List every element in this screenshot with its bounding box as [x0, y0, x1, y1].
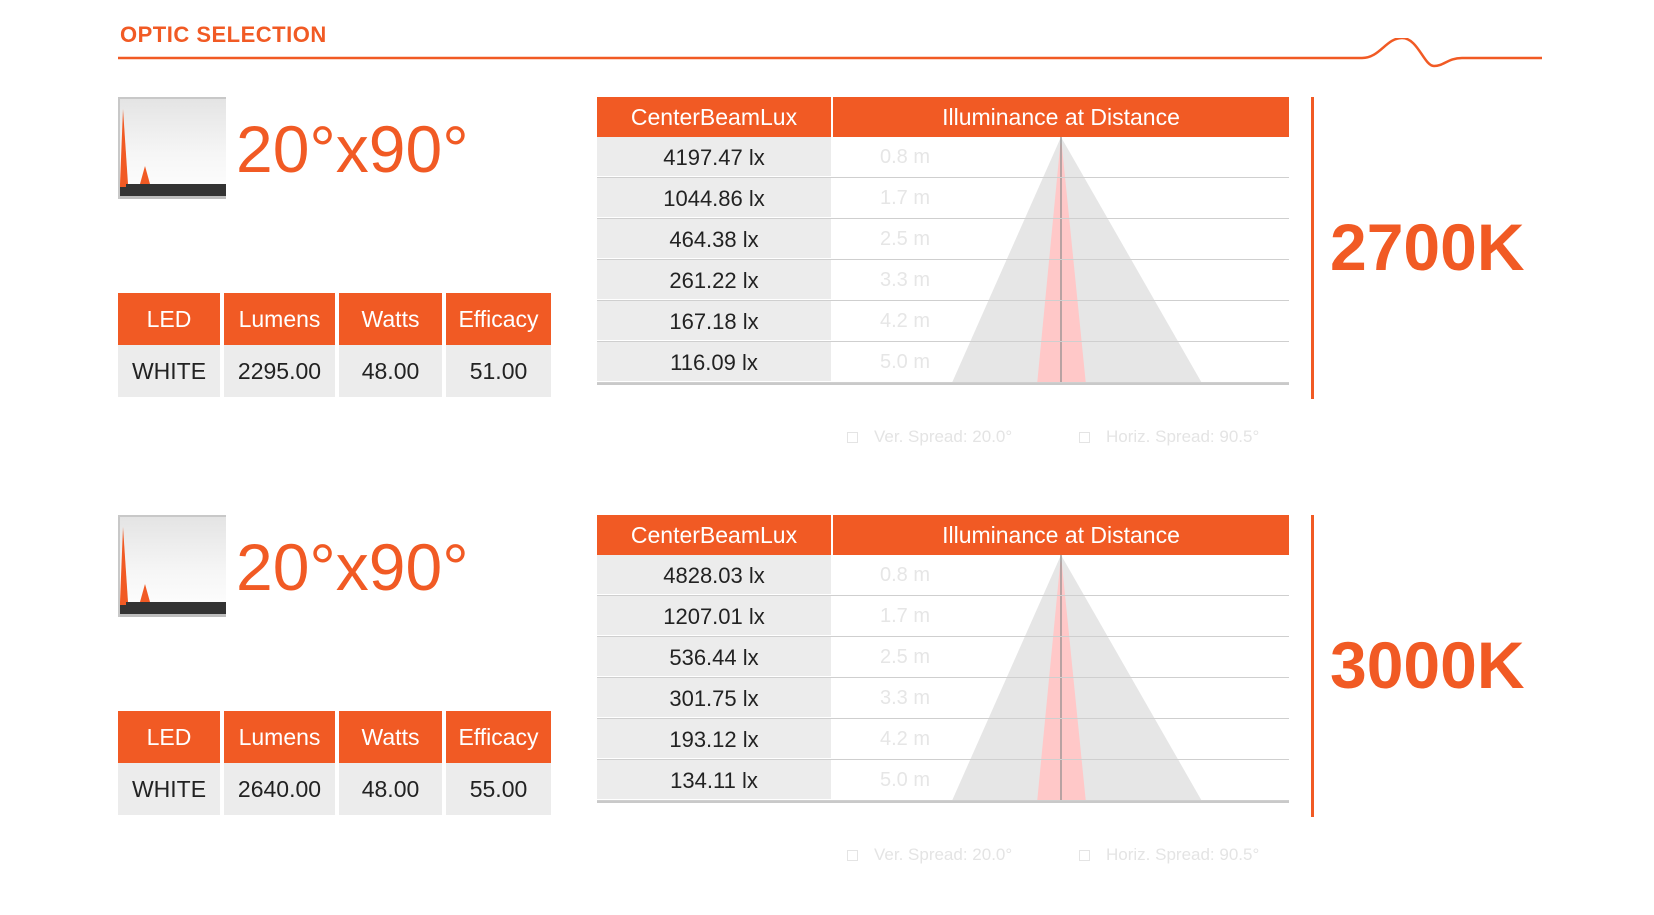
beam-cone-diagram [951, 137, 1203, 385]
spec-header-watts: Watts [339, 293, 442, 345]
center-beam-lux-value: 1207.01 lx [597, 596, 831, 637]
center-beam-lux-header: CenterBeamLux [597, 515, 831, 555]
spec-value-led: WHITE [118, 763, 220, 815]
center-beam-lux-value: 464.38 lx [597, 219, 831, 260]
center-beam-lux-value: 1044.86 lx [597, 178, 831, 219]
legend-vertical-spread: Ver. Spread: 20.0° [847, 845, 1012, 865]
table-bottom-border [597, 383, 1289, 385]
center-beam-lux-value: 261.22 lx [597, 260, 831, 301]
spec-table: LED Lumens Watts Efficacy WHITE 2640.00 … [114, 711, 555, 815]
center-beam-lux-value: 301.75 lx [597, 678, 831, 719]
beam-cone-diagram [951, 555, 1203, 803]
header-divider [118, 38, 1542, 68]
page-title: OPTIC SELECTION [120, 22, 327, 47]
center-beam-lux-value: 4197.47 lx [597, 137, 831, 178]
spec-header-lumens: Lumens [224, 293, 335, 345]
spec-value-lumens: 2295.00 [224, 345, 335, 397]
legend-horizontal-label: Horiz. Spread: 90.5° [1106, 427, 1260, 446]
spec-table: LED Lumens Watts Efficacy WHITE 2295.00 … [114, 293, 555, 397]
row-divider [597, 382, 1289, 383]
spec-value-watts: 48.00 [339, 763, 442, 815]
legend-horizontal-label: Horiz. Spread: 90.5° [1106, 845, 1260, 864]
cct-divider [1311, 515, 1314, 817]
row-divider [597, 177, 1289, 178]
spec-value-efficacy: 55.00 [446, 763, 551, 815]
illuminance-table: CenterBeamLux Illuminance at Distance 48… [597, 515, 1289, 825]
distance-label: 2.5 m [880, 646, 931, 668]
spec-value-efficacy: 51.00 [446, 345, 551, 397]
spec-value-lumens: 2640.00 [224, 763, 335, 815]
cct-divider [1311, 97, 1314, 399]
distance-label: 3.3 m [880, 687, 931, 709]
beam-angle: 20°x90° [236, 112, 469, 186]
table-bottom-border [597, 801, 1289, 803]
optic-section: 20°x90° LED Lumens Watts Efficacy WHITE … [0, 97, 1654, 497]
optic-distribution-thumbnail [118, 97, 226, 199]
center-beam-lux-value: 4828.03 lx [597, 555, 831, 596]
spec-value-led: WHITE [118, 345, 220, 397]
beam-angle: 20°x90° [236, 530, 469, 604]
distance-label: 5.0 m [880, 351, 931, 373]
legend-horizontal-spread: Horiz. Spread: 90.5° [1079, 845, 1259, 865]
row-divider [597, 341, 1289, 342]
spec-header-watts: Watts [339, 711, 442, 763]
legend-horizontal-spread: Horiz. Spread: 90.5° [1079, 427, 1259, 447]
color-temperature: 3000K [1330, 628, 1525, 702]
spec-value-watts: 48.00 [339, 345, 442, 397]
legend-vertical-label: Ver. Spread: 20.0° [874, 845, 1013, 864]
row-divider [597, 300, 1289, 301]
distance-label: 2.5 m [880, 228, 931, 250]
legend-swatch [847, 850, 858, 862]
row-divider [597, 677, 1289, 678]
spec-header-led: LED [118, 711, 220, 763]
legend-vertical-label: Ver. Spread: 20.0° [874, 427, 1013, 446]
center-beam-lux-value: 134.11 lx [597, 760, 831, 801]
center-beam-lux-value: 193.12 lx [597, 719, 831, 760]
legend-swatch [1079, 850, 1090, 862]
distance-label: 3.3 m [880, 269, 931, 291]
center-beam-lux-value: 116.09 lx [597, 342, 831, 383]
legend-vertical-spread: Ver. Spread: 20.0° [847, 427, 1012, 447]
legend-swatch [1079, 432, 1090, 444]
distance-label: 1.7 m [880, 187, 931, 209]
row-divider [597, 259, 1289, 260]
illuminance-table: CenterBeamLux Illuminance at Distance 41… [597, 97, 1289, 407]
row-divider [597, 595, 1289, 596]
row-divider [597, 800, 1289, 801]
row-divider [597, 218, 1289, 219]
distance-label: 0.8 m [880, 564, 931, 586]
row-divider [597, 636, 1289, 637]
center-beam-lux-value: 167.18 lx [597, 301, 831, 342]
distance-label: 4.2 m [880, 310, 931, 332]
row-divider [597, 759, 1289, 760]
distance-label: 5.0 m [880, 769, 931, 791]
spec-header-efficacy: Efficacy [446, 293, 551, 345]
spec-header-lumens: Lumens [224, 711, 335, 763]
distance-label: 4.2 m [880, 728, 931, 750]
center-beam-lux-header: CenterBeamLux [597, 97, 831, 137]
distance-label: 1.7 m [880, 605, 931, 627]
legend-swatch [847, 432, 858, 444]
illuminance-header: Illuminance at Distance [833, 97, 1289, 137]
color-temperature: 2700K [1330, 210, 1525, 284]
center-beam-lux-value: 536.44 lx [597, 637, 831, 678]
row-divider [597, 718, 1289, 719]
optic-section: 20°x90° LED Lumens Watts Efficacy WHITE … [0, 515, 1654, 915]
distance-label: 0.8 m [880, 146, 931, 168]
spec-header-efficacy: Efficacy [446, 711, 551, 763]
spec-header-led: LED [118, 293, 220, 345]
illuminance-header: Illuminance at Distance [833, 515, 1289, 555]
optic-distribution-thumbnail [118, 515, 226, 617]
